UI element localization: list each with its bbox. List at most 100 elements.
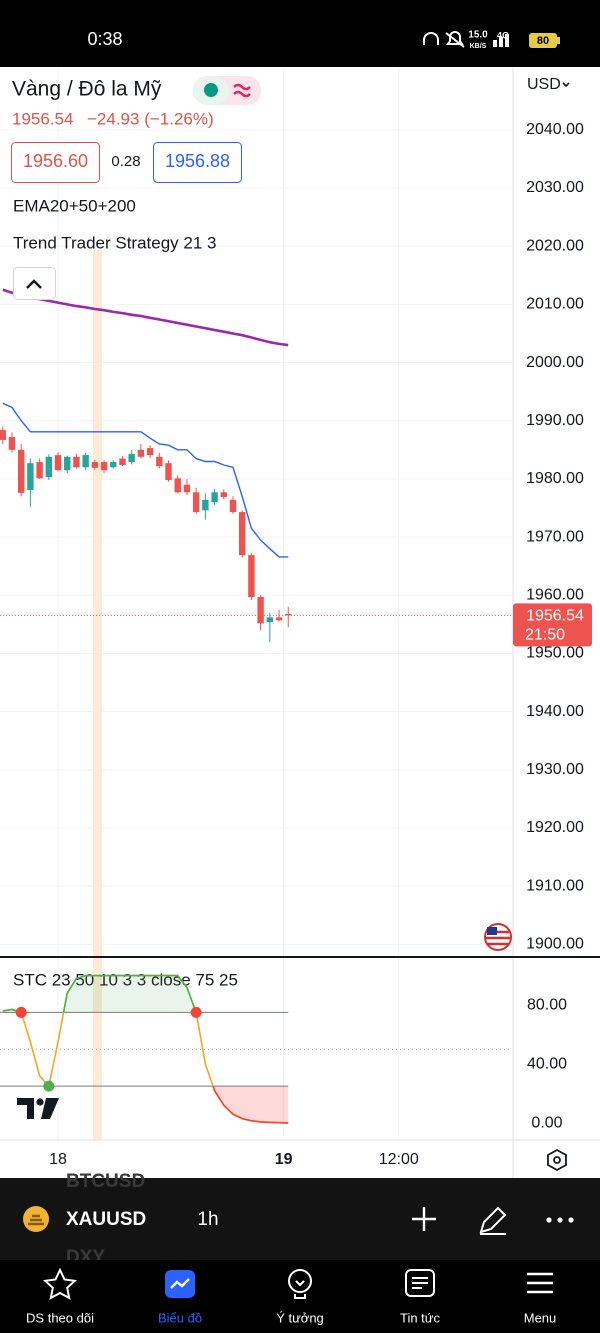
news-icon-lines	[412, 1277, 428, 1289]
chart-icon-line	[170, 1278, 190, 1289]
status-bar	[0, 0, 600, 67]
indicator-label[interactable]: EMA20+50+200	[13, 196, 136, 215]
y-tick-label: 2000.00	[526, 354, 584, 371]
sell-button[interactable]	[11, 142, 100, 183]
collapse-icon	[26, 279, 42, 289]
candle-body	[238, 512, 246, 556]
nav-bar	[0, 1260, 600, 1333]
y-tick-label: 2010.00	[526, 296, 584, 313]
indicator-label[interactable]: Trend Trader Strategy 21 3	[13, 233, 216, 252]
ideas-icon[interactable]	[288, 1269, 312, 1293]
candle-body	[45, 456, 53, 478]
candle-body	[146, 448, 154, 456]
stc-line-down	[47, 1086, 289, 1124]
y-tick-label: 1990.00	[526, 412, 584, 429]
candle-body	[17, 449, 25, 493]
axis-settings-dot	[553, 1156, 561, 1164]
status-icons	[423, 31, 465, 48]
candle-body	[110, 462, 117, 468]
y-tick-label: 80.00	[527, 996, 567, 1013]
nav-label[interactable]: Ý tưởng	[276, 1310, 324, 1325]
x-tick-label: 18	[49, 1151, 67, 1168]
price-tag-countdown: 21:50	[525, 627, 565, 644]
delay-icon	[233, 83, 251, 98]
y-tick-label: 1970.00	[526, 528, 584, 545]
nav-label[interactable]: Tin tức	[400, 1310, 441, 1325]
candle-body	[229, 499, 237, 513]
candle-body	[285, 613, 292, 616]
nav-label[interactable]: Menu	[524, 1310, 557, 1325]
stc-plot: STC 23 50 10 3 3 close 75 25	[0, 970, 512, 1124]
candle-body	[165, 463, 172, 481]
price-tag-value: 1956.54	[526, 608, 584, 625]
market-open-dot	[204, 83, 218, 97]
y-tick-label: 1900.00	[526, 936, 584, 953]
mute-icon	[445, 31, 465, 48]
net-speed: 15.0	[468, 30, 488, 41]
candle-body	[8, 437, 16, 450]
candle-body	[73, 456, 80, 468]
buy-button[interactable]	[153, 142, 242, 183]
nav-label[interactable]: Biểu đồ	[158, 1310, 202, 1325]
header-change: −24.93 (−1.26%)	[87, 109, 214, 128]
main-plot	[0, 288, 512, 642]
stc-sell-signal	[15, 1006, 27, 1018]
news-icon[interactable]	[405, 1269, 435, 1297]
ask-price[interactable]: 1956.88	[165, 151, 230, 171]
candle-body	[266, 617, 274, 623]
battery-level: 80	[537, 35, 549, 47]
candle-body	[128, 453, 135, 463]
bid-price[interactable]: 1956.60	[23, 151, 88, 171]
add-button[interactable]	[412, 1207, 436, 1231]
header-price: 1956.54	[12, 109, 73, 128]
draw-button[interactable]	[479, 1206, 507, 1235]
signal-bar	[505, 34, 509, 47]
spread: 0.28	[111, 153, 140, 170]
y-tick-label: 2020.00	[526, 237, 584, 254]
trend-line	[2, 402, 289, 558]
collapse-button[interactable]	[13, 267, 56, 300]
interval[interactable]: 1h	[197, 1209, 218, 1230]
candle-body	[211, 492, 218, 503]
y-tick-label: 2030.00	[526, 179, 584, 196]
symbol[interactable]: XAUUSD	[66, 1209, 146, 1230]
candle-body	[137, 449, 145, 457]
candle-body	[202, 499, 209, 511]
more-button[interactable]	[546, 1217, 574, 1223]
tradingview-logo	[17, 1098, 59, 1119]
y-tick-label: 1980.00	[526, 470, 584, 487]
stc-oversold-fill	[2, 1086, 289, 1123]
y-tick-label: 1950.00	[526, 645, 584, 662]
menu-icon[interactable]	[527, 1272, 553, 1294]
x-tick-label: 19	[275, 1151, 293, 1168]
candle-body	[64, 456, 71, 471]
x-tick-label: 12:00	[379, 1151, 419, 1168]
network-type: 4G	[497, 30, 509, 40]
y-tick-label: 2040.00	[526, 121, 584, 138]
currency-selector[interactable]: USD	[527, 76, 561, 93]
candle-body	[82, 455, 89, 468]
candle-body	[119, 458, 126, 465]
candle-body	[275, 617, 283, 621]
candle-body	[192, 492, 200, 513]
candle-body	[220, 492, 227, 497]
y-tick-label: 40.00	[527, 1055, 567, 1072]
grid	[0, 67, 512, 1140]
candle-body	[91, 462, 99, 468]
candle-body	[183, 484, 191, 493]
stc-line-up	[2, 974, 197, 1013]
axis-settings	[547, 1148, 567, 1172]
clock: 0:38	[87, 29, 122, 49]
candle-body	[0, 430, 6, 440]
symbol-title: Vàng / Đô la Mỹ	[12, 78, 162, 101]
y-tick-label: 1930.00	[526, 761, 584, 778]
flag-icon	[484, 923, 512, 951]
battery	[529, 33, 557, 48]
watchlist-icon[interactable]	[42, 1267, 78, 1300]
y-tick-label: 0.00	[531, 1114, 562, 1131]
nav-label[interactable]: DS theo dõi	[26, 1310, 94, 1325]
session-highlight	[93, 250, 102, 1140]
candle-body	[100, 462, 108, 471]
